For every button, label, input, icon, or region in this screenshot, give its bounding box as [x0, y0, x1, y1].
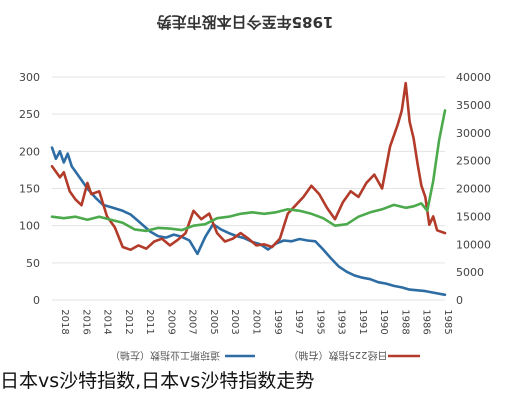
x-tick-label: 1999 [272, 309, 283, 334]
right-tick-label: 5000 [456, 266, 484, 279]
x-tick-label: 2016 [80, 309, 91, 334]
right-tick-label: 30000 [456, 127, 491, 140]
x-tick-label: 2011 [144, 309, 155, 334]
x-tick-label: 2009 [165, 309, 176, 334]
left-tick-label: 250 [19, 108, 40, 121]
legend-label-0: 道琼斯工业指数（左轴） [110, 349, 220, 362]
x-tick-label: 1985 [442, 309, 453, 334]
left-tick-label: 0 [33, 294, 40, 307]
x-tick-label: 2007 [187, 309, 198, 334]
right-tick-label: 35000 [456, 99, 491, 112]
image-caption: 日本vs沙特指数,日本vs沙特指数走势 [0, 370, 315, 392]
legend-label-1: 日经225指数（右轴） [288, 349, 387, 362]
series-line-2 [50, 109, 447, 233]
left-tick-label: 300 [19, 71, 40, 84]
x-tick-label: 2018 [59, 309, 70, 334]
x-tick-label: 2005 [208, 309, 219, 334]
chart-title: 1985年至今日本股市走势 [157, 13, 334, 31]
series-line-1 [50, 81, 447, 252]
x-tick-label: 2012 [123, 309, 134, 334]
x-tick-label: 1997 [293, 309, 304, 334]
left-tick-label: 50 [26, 257, 40, 270]
x-tick-label: 2001 [251, 309, 262, 334]
left-tick-label: 150 [19, 183, 40, 196]
left-tick-label: 200 [19, 145, 40, 158]
x-tick-label: 1991 [357, 309, 368, 334]
right-tick-label: 10000 [456, 238, 491, 251]
grid-lines [52, 76, 445, 301]
x-tick-label: 1990 [378, 309, 389, 334]
right-tick-label: 25000 [456, 155, 491, 168]
right-tick-label: 0 [456, 294, 463, 307]
right-tick-label: 40000 [456, 71, 491, 84]
series-line-0 [50, 146, 447, 297]
right-axis: 40000 35000 30000 25000 20000 15000 10000 5000 0 [456, 71, 491, 307]
series-group [50, 81, 447, 297]
x-tick-label: 1988 [399, 309, 410, 334]
x-tick-label: 2014 [102, 309, 113, 334]
right-tick-label: 15000 [456, 210, 491, 223]
x-tick-label: 1995 [314, 309, 325, 334]
left-tick-label: 100 [19, 220, 40, 233]
right-tick-label: 20000 [456, 183, 491, 196]
x-tick-label: 1993 [336, 309, 347, 334]
x-tick-label: 1986 [421, 309, 432, 334]
x-tick-label: 2003 [229, 309, 240, 334]
left-axis: 300 250 200 150 100 50 0 [19, 71, 40, 307]
x-axis: 2018 2016 2014 2012 2011 2009 2007 2005 2003 2001… [59, 309, 453, 334]
legend: 日经225指数（右轴） 道琼斯工业指数（左轴） [110, 349, 420, 362]
